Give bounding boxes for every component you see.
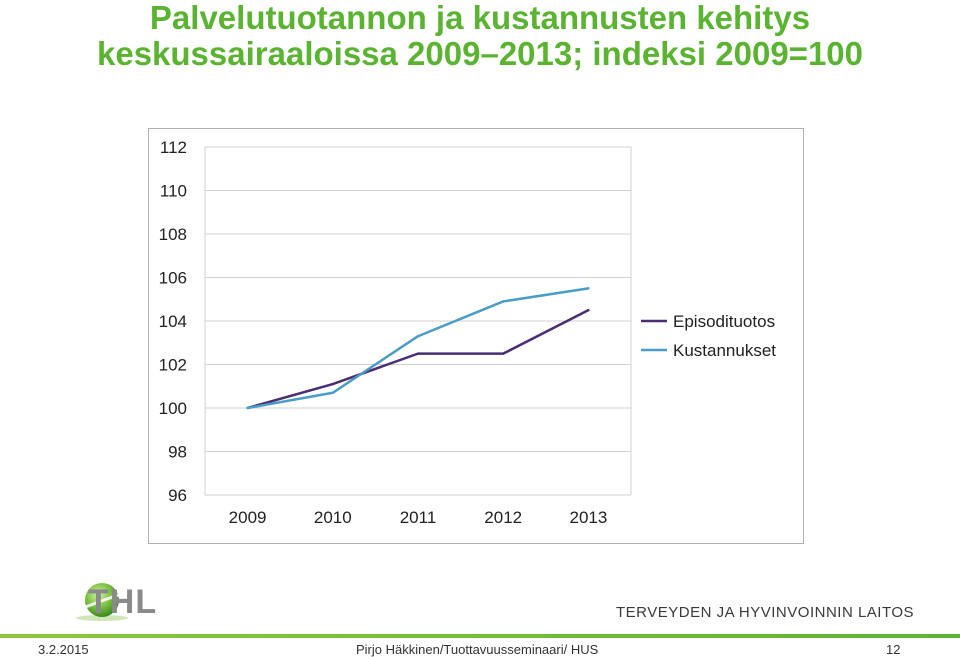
- footer-page-number: 12: [886, 642, 901, 657]
- data-point: [502, 300, 505, 303]
- data-point: [502, 352, 505, 355]
- y-tick-label: 104: [159, 312, 187, 331]
- footer-divider: [0, 634, 960, 638]
- y-tick-label: 98: [168, 443, 187, 462]
- y-tick-label: 96: [168, 486, 187, 505]
- series-line-episodituotos: [247, 309, 589, 410]
- y-tick-label: 100: [159, 399, 187, 418]
- x-tick-label: 2009: [229, 508, 267, 527]
- slide-title: Palvelutuotannon ja kustannusten kehitys…: [0, 0, 960, 72]
- chart-frame: 112 110 108 106 104 102 100 98 96 2009 2010 2011 201…: [148, 128, 804, 544]
- data-point: [331, 382, 334, 386]
- data-point: [416, 352, 420, 355]
- footer-bar: [0, 634, 960, 656]
- footer-author: Pirjo Häkkinen/Tuottavuusseminaari/ HUS: [356, 642, 599, 657]
- y-tick-label: 102: [159, 356, 187, 375]
- data-point: [587, 308, 590, 312]
- thl-sphere-icon: [76, 583, 129, 621]
- data-point: [331, 391, 334, 394]
- organization-name: TERVEYDEN JA HYVINVOINNIN LAITOS: [616, 604, 915, 621]
- legend-label: Kustannukset: [673, 341, 776, 360]
- line-chart: 112 110 108 106 104 102 100 98 96 2009 2010 2011 201…: [159, 138, 777, 527]
- footer-date: 3.2.2015: [38, 642, 89, 657]
- legend-label: Episodituotos: [673, 312, 775, 331]
- title-line-2: keskussairaaloissa 2009–2013; indeksi 20…: [96, 35, 864, 72]
- y-tick-label: 110: [160, 182, 187, 201]
- thl-logo-text: THL: [88, 583, 158, 621]
- x-tick-label: 2013: [569, 508, 607, 527]
- x-tick-label: 2011: [400, 508, 437, 527]
- data-point: [587, 287, 590, 290]
- y-tick-label: 106: [159, 269, 187, 288]
- y-tick-label: 108: [159, 225, 187, 244]
- y-tick-label: 112: [160, 138, 187, 157]
- x-tick-label: 2010: [314, 508, 352, 527]
- data-point: [416, 335, 420, 338]
- title-line-1: Palvelutuotannon ja kustannusten kehitys: [149, 0, 811, 36]
- x-tick-label: 2012: [484, 508, 522, 527]
- data-point: [246, 406, 249, 410]
- series-line-kustannukset: [247, 287, 589, 410]
